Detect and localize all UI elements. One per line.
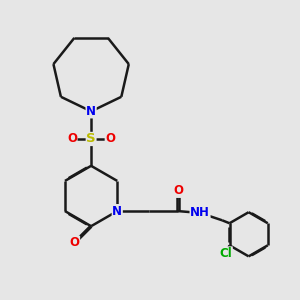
Text: N: N: [86, 105, 96, 118]
Text: O: O: [70, 236, 80, 249]
Text: O: O: [67, 133, 77, 146]
Text: S: S: [86, 133, 96, 146]
Text: O: O: [173, 184, 183, 197]
Text: N: N: [112, 205, 122, 218]
Text: NH: NH: [190, 206, 210, 219]
Text: O: O: [105, 133, 115, 146]
Text: Cl: Cl: [220, 247, 232, 260]
